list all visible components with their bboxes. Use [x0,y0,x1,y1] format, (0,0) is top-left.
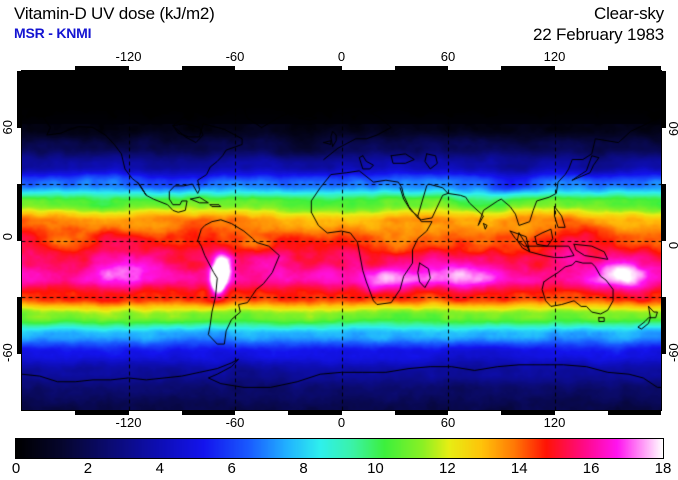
map-plot-area [22,71,661,410]
longitude-tick-top-3: 60 [440,49,456,64]
colorbar-tick-7: 14 [510,460,528,477]
longitude-tick-bottom-4: 120 [543,415,566,430]
date-label: 22 February 1983 [533,25,664,44]
longitude-tick-top-4: 120 [543,49,566,64]
colorbar-tick-3: 6 [227,460,236,477]
uv-dose-heatmap-canvas [22,71,661,410]
latitude-tick-right-1: 0 [666,233,678,248]
colorbar-tick-0: 0 [11,460,21,477]
sky-condition-label: Clear-sky [594,4,664,23]
colorbar-tick-9: 18 [654,460,672,477]
colorbar-tick-5: 10 [367,460,384,477]
longitude-tick-bottom-2: 0 [337,415,346,430]
latitude-axis-right [662,71,666,410]
longitude-axis-top [22,66,661,70]
latitude-axis-left [17,71,21,410]
longitude-tick-top-2: 0 [337,49,346,64]
colorbar [16,439,663,458]
colorbar-tick-4: 8 [299,460,308,477]
longitude-tick-bottom-1: -60 [225,415,245,430]
latitude-tick-left-2: -60 [0,342,15,362]
colorbar-tick-6: 12 [438,460,456,477]
longitude-axis-bottom [22,411,661,415]
colorbar-tick-8: 16 [582,460,600,477]
latitude-tick-left-0: 60 [0,119,15,134]
colorbar-tick-1: 2 [83,460,93,477]
page-title: Vitamin-D UV dose (kJ/m2) [14,4,215,23]
longitude-tick-bottom-0: -120 [115,415,142,430]
latitude-tick-right-2: -60 [666,342,678,362]
data-source-label: MSR - KNMI [14,25,92,41]
latitude-tick-right-0: 60 [666,121,678,136]
colorbar-tick-2: 4 [155,460,164,477]
longitude-tick-top-0: -120 [115,49,142,64]
longitude-tick-bottom-3: 60 [440,415,456,430]
latitude-tick-left-1: 0 [0,232,15,240]
longitude-tick-top-1: -60 [225,49,245,64]
